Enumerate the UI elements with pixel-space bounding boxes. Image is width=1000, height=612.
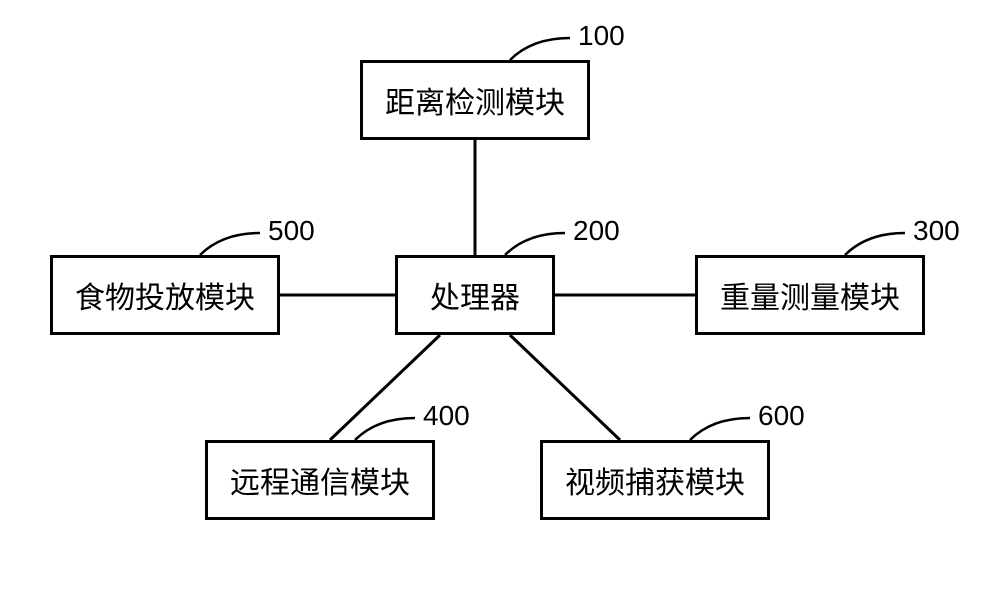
ref-number-500: 500 [268, 215, 315, 247]
node-label: 视频捕获模块 [565, 458, 745, 502]
node-food-dispense: 食物投放模块 [50, 255, 280, 335]
node-label: 处理器 [430, 273, 520, 317]
ref-number-300: 300 [913, 215, 960, 247]
node-label: 距离检测模块 [385, 78, 565, 122]
node-label: 远程通信模块 [230, 458, 410, 502]
node-video-capture: 视频捕获模块 [540, 440, 770, 520]
node-label: 食物投放模块 [75, 273, 255, 317]
node-processor: 处理器 [395, 255, 555, 335]
ref-number-400: 400 [423, 400, 470, 432]
ref-number-200: 200 [573, 215, 620, 247]
ref-number-600: 600 [758, 400, 805, 432]
node-label: 重量测量模块 [720, 273, 900, 317]
ref-number-100: 100 [578, 20, 625, 52]
node-distance-detection: 距离检测模块 [360, 60, 590, 140]
diagram-canvas: 距离检测模块 处理器 重量测量模块 远程通信模块 食物投放模块 视频捕获模块 1… [0, 0, 1000, 612]
node-weight-measurement: 重量测量模块 [695, 255, 925, 335]
node-remote-communication: 远程通信模块 [205, 440, 435, 520]
